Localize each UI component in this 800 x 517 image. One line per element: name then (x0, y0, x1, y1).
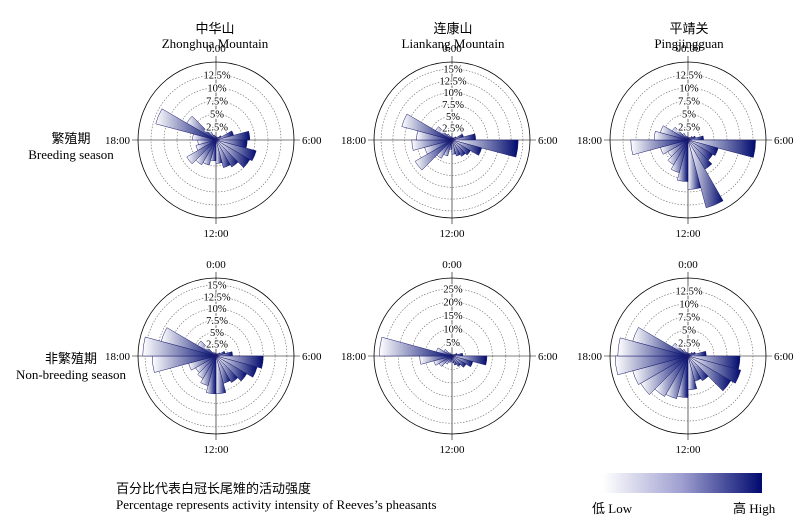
caption-en: Percentage represents activity intensity… (116, 497, 437, 513)
polar-chart-5: 5% 10% 15% 20% 25% 0:00 12:00 6:00 18:00 (341, 259, 558, 456)
ring-label: 5% (682, 326, 696, 337)
ring-label: 7.5% (678, 313, 700, 324)
hour-label-top: 0:00 (206, 43, 226, 55)
polar-chart-3: 2.5% 5% 7.5% 10% 12.5% 00:00 12:00 6:00 18:00 (577, 43, 794, 240)
hour-label-right: 6:00 (774, 135, 794, 147)
hour-label-left: 18:00 (577, 351, 603, 363)
ring-label: 2.5% (678, 123, 700, 134)
polar-chart-1: 2.5% 5% 7.5% 10% 12.5% 0:00 12:00 6:00 18:00 (105, 43, 322, 240)
hour-label-right: 6:00 (302, 351, 322, 363)
hour-label-right: 6:00 (538, 351, 558, 363)
ring-label: 5% (446, 338, 460, 349)
legend-high-label: 高 High (733, 498, 775, 517)
hour-label-bottom: 12:00 (675, 444, 701, 456)
ring-label: 10% (679, 84, 699, 95)
caption-cn: 百分比代表白冠长尾雉的活动强度 (116, 481, 437, 497)
ring-label: 15% (443, 65, 463, 76)
hour-label-top: 0:00 (206, 259, 226, 271)
ring-label: 15% (207, 281, 227, 292)
hour-label-left: 18:00 (341, 135, 367, 147)
hour-label-left: 18:00 (577, 135, 603, 147)
hour-label-right: 6:00 (538, 135, 558, 147)
color-scale-bar (603, 473, 762, 493)
ring-label: 12.5% (203, 71, 230, 82)
ring-label: 2.5% (206, 123, 228, 134)
hour-label-bottom: 12:00 (203, 228, 229, 240)
hour-label-bottom: 12:00 (203, 444, 229, 456)
hour-label-left: 18:00 (105, 351, 131, 363)
caption: 百分比代表白冠长尾雉的活动强度 Percentage represents ac… (116, 481, 437, 513)
hour-label-bottom: 12:00 (675, 228, 701, 240)
hour-label-left: 18:00 (341, 351, 367, 363)
hour-label-bottom: 12:00 (439, 444, 465, 456)
ring-label: 2.5% (206, 340, 228, 351)
ring-label: 10% (207, 84, 227, 95)
polar-chart-6: 2.5% 5% 7.5% 10% 12.5% 0:00 12:00 6:00 18:00 (577, 259, 794, 456)
ring-label: 7.5% (206, 316, 228, 327)
hour-label-right: 6:00 (774, 351, 794, 363)
ring-label: 12.5% (675, 71, 702, 82)
ring-label: 12.5% (439, 76, 466, 87)
ring-label: 12.5% (675, 287, 702, 298)
hour-label-top: 0:00 (442, 43, 462, 55)
ring-label: 5% (446, 112, 460, 123)
ring-label: 25% (443, 284, 463, 295)
ring-label: 10% (443, 325, 463, 336)
ring-label: 5% (210, 328, 224, 339)
hour-label-left: 18:00 (105, 135, 131, 147)
hour-label-right: 6:00 (302, 135, 322, 147)
ring-label: 12.5% (203, 292, 230, 303)
hour-label-top: 0:00 (678, 259, 698, 271)
ring-label: 5% (210, 110, 224, 121)
ring-label: 2.5% (678, 339, 700, 350)
legend-low-label: 低 Low (592, 498, 632, 517)
ring-label: 5% (682, 110, 696, 121)
ring-label: 7.5% (206, 97, 228, 108)
hour-label-top: 00:00 (675, 43, 701, 55)
ring-label: 7.5% (442, 100, 464, 111)
hour-label-top: 0:00 (442, 259, 462, 271)
ring-label: 10% (443, 88, 463, 99)
ring-label: 10% (207, 304, 227, 315)
ring-label: 10% (679, 300, 699, 311)
hour-label-bottom: 12:00 (439, 228, 465, 240)
polar-chart-4: 2.5%5%7.5%10%12.5%15% 0:00 12:00 6:00 18:00 (105, 259, 322, 456)
polar-chart-2: 2.5%5%7.5%10%12.5%15% 0:00 12:00 6:00 18:00 (341, 43, 558, 240)
ring-label: 2.5% (442, 124, 464, 135)
ring-label: 20% (443, 298, 463, 309)
ring-label: 15% (443, 311, 463, 322)
ring-label: 7.5% (678, 97, 700, 108)
